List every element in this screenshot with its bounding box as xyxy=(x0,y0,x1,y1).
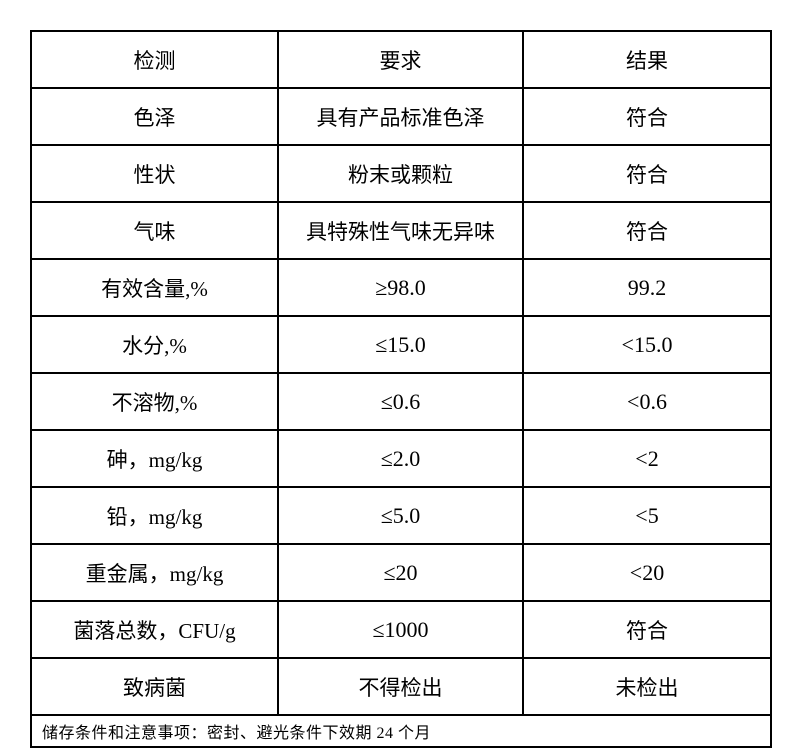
cell-test: 有效含量,% xyxy=(30,258,279,317)
table-row: 气味 具特殊性气味无异味 符合 xyxy=(30,201,772,260)
cell-result: <2 xyxy=(522,429,772,488)
cell-result: 未检出 xyxy=(522,657,772,716)
cell-requirement: ≤1000 xyxy=(277,600,524,659)
table-row: 菌落总数，CFU/g ≤1000 符合 xyxy=(30,600,772,659)
cell-test: 菌落总数，CFU/g xyxy=(30,600,279,659)
cell-test: 砷，mg/kg xyxy=(30,429,279,488)
column-header-test: 检测 xyxy=(30,30,279,89)
cell-test: 性状 xyxy=(30,144,279,203)
table-row: 致病菌 不得检出 未检出 xyxy=(30,657,772,716)
cell-test: 气味 xyxy=(30,201,279,260)
column-header-result: 结果 xyxy=(522,30,772,89)
table-row: 水分,% ≤15.0 <15.0 xyxy=(30,315,772,374)
cell-requirement: ≤0.6 xyxy=(277,372,524,431)
cell-requirement: ≤2.0 xyxy=(277,429,524,488)
table-row: 性状 粉末或颗粒 符合 xyxy=(30,144,772,203)
cell-requirement: 具有产品标准色泽 xyxy=(277,87,524,146)
cell-test: 色泽 xyxy=(30,87,279,146)
cell-result: 符合 xyxy=(522,600,772,659)
table-row: 色泽 具有产品标准色泽 符合 xyxy=(30,87,772,146)
cell-requirement: 具特殊性气味无异味 xyxy=(277,201,524,260)
cell-requirement: 粉末或颗粒 xyxy=(277,144,524,203)
cell-requirement: 不得检出 xyxy=(277,657,524,716)
cell-requirement: ≤15.0 xyxy=(277,315,524,374)
cell-result: <15.0 xyxy=(522,315,772,374)
cell-result: <20 xyxy=(522,543,772,602)
table-row: 不溶物,% ≤0.6 <0.6 xyxy=(30,372,772,431)
storage-conditions-note: 储存条件和注意事项：密封、避光条件下效期 24 个月 xyxy=(30,714,772,748)
cell-result: <5 xyxy=(522,486,772,545)
inspection-table: 检测 要求 结果 色泽 具有产品标准色泽 符合 性状 粉末或颗粒 符合 气味 具… xyxy=(30,30,772,748)
column-header-requirement: 要求 xyxy=(277,30,524,89)
table-row: 铅，mg/kg ≤5.0 <5 xyxy=(30,486,772,545)
cell-test: 水分,% xyxy=(30,315,279,374)
table-row: 砷，mg/kg ≤2.0 <2 xyxy=(30,429,772,488)
cell-result: 符合 xyxy=(522,87,772,146)
cell-test: 不溶物,% xyxy=(30,372,279,431)
table-row: 有效含量,% ≥98.0 99.2 xyxy=(30,258,772,317)
footer-row: 储存条件和注意事项：密封、避光条件下效期 24 个月 xyxy=(30,714,772,748)
table-row: 重金属，mg/kg ≤20 <20 xyxy=(30,543,772,602)
cell-result: <0.6 xyxy=(522,372,772,431)
cell-requirement: ≤20 xyxy=(277,543,524,602)
cell-requirement: ≤5.0 xyxy=(277,486,524,545)
cell-result: 符合 xyxy=(522,201,772,260)
header-row: 检测 要求 结果 xyxy=(30,30,772,89)
cell-test: 重金属，mg/kg xyxy=(30,543,279,602)
cell-test: 致病菌 xyxy=(30,657,279,716)
cell-test: 铅，mg/kg xyxy=(30,486,279,545)
cell-result: 符合 xyxy=(522,144,772,203)
cell-result: 99.2 xyxy=(522,258,772,317)
cell-requirement: ≥98.0 xyxy=(277,258,524,317)
